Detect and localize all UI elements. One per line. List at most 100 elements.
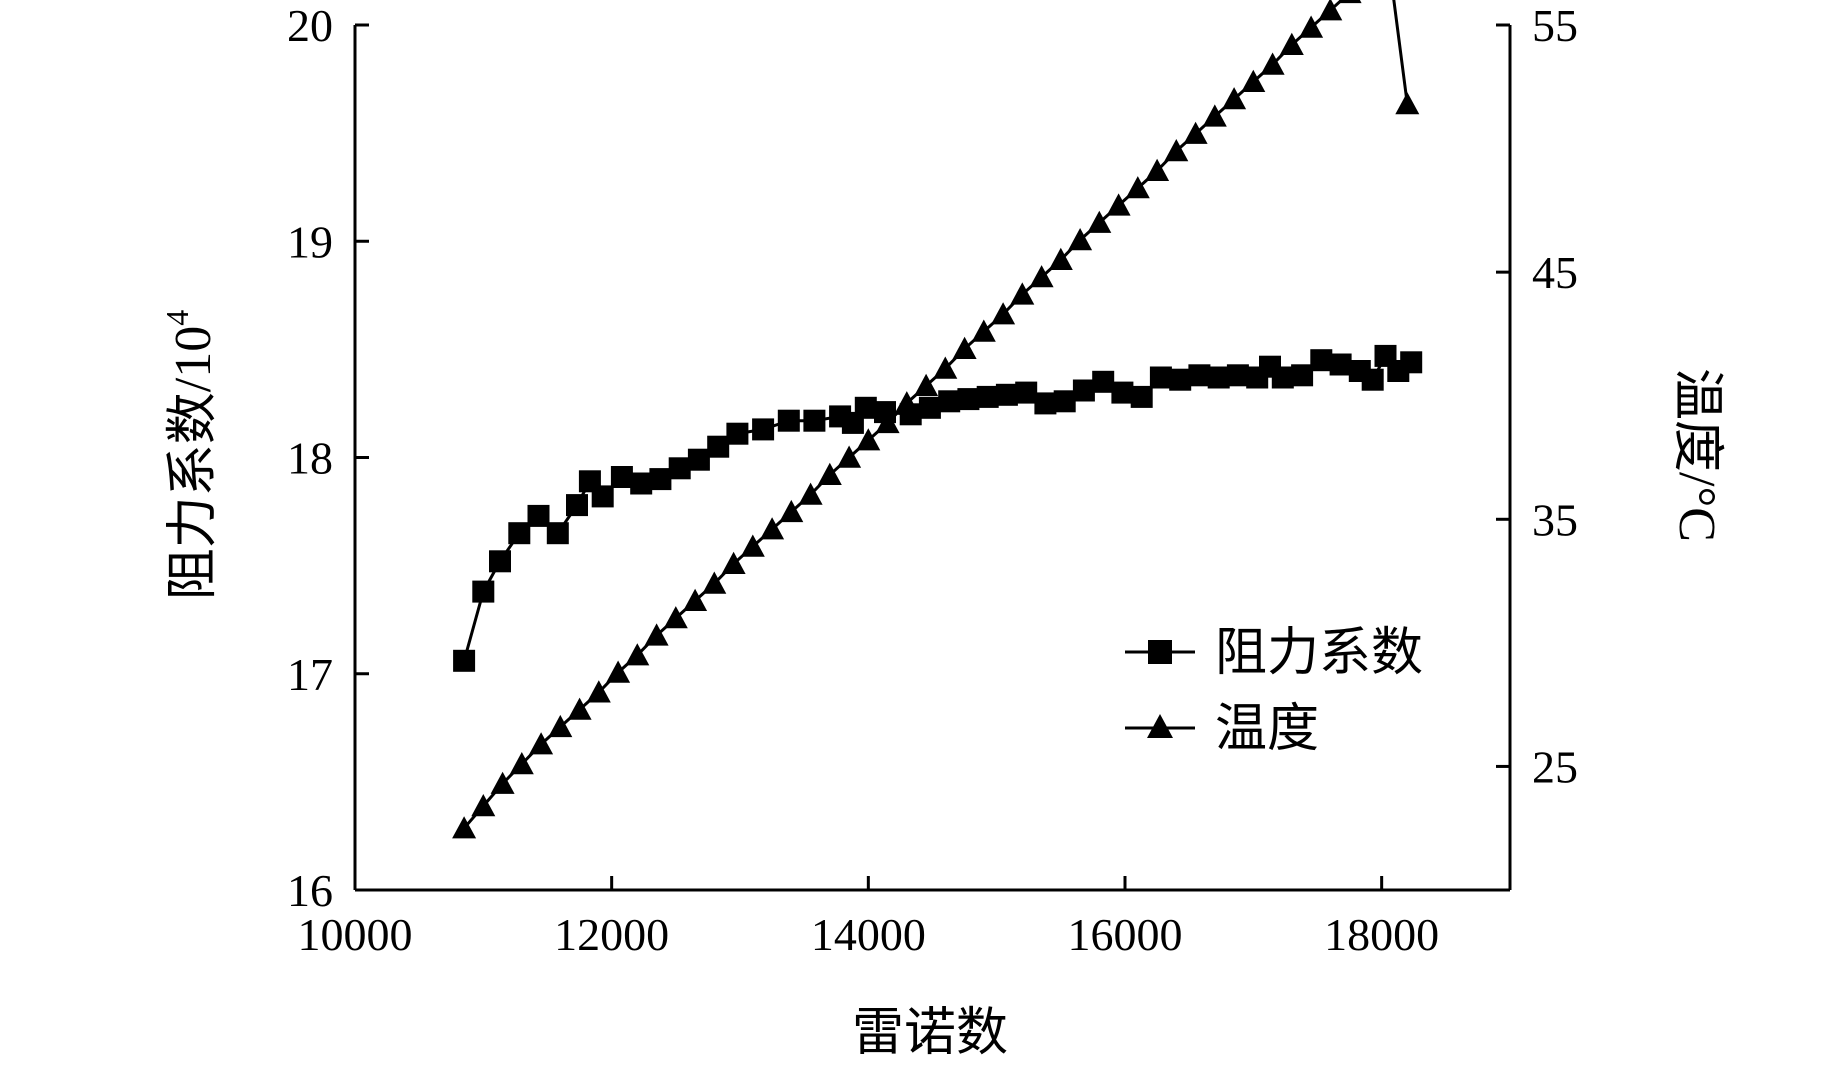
y-right-axis-title: 温度/°C — [1668, 368, 1725, 542]
series-1-point-29 — [1010, 282, 1035, 305]
series-1-point-16 — [760, 517, 785, 540]
y-left-axis-title-sup: 4 — [159, 310, 195, 326]
series-0-point-51 — [1400, 351, 1423, 374]
y-left-tick-label-17: 17 — [287, 649, 333, 700]
series-0-point-27 — [976, 385, 999, 408]
series-0-point-29 — [1015, 381, 1038, 404]
legend-marker-triangle — [1147, 714, 1173, 738]
x-tick-label-12000: 12000 — [554, 909, 669, 960]
series-1-point-10 — [644, 623, 669, 646]
series-1-point-34 — [1106, 193, 1131, 216]
series-1-point-33 — [1087, 210, 1112, 233]
y-left-tick-label-18: 18 — [287, 433, 333, 484]
series-1-point-25 — [933, 356, 958, 379]
series-1-point-32 — [1068, 228, 1093, 251]
series-1-point-13 — [702, 571, 727, 594]
x-tick-label-18000: 18000 — [1324, 909, 1439, 960]
series-0-point-0 — [453, 649, 476, 672]
series-0-point-38 — [1188, 364, 1211, 387]
series-0-point-39 — [1207, 366, 1230, 389]
series-0-point-24 — [918, 396, 941, 419]
series-1-point-0 — [452, 816, 477, 839]
series-markers — [452, 0, 1423, 839]
series-0-point-12 — [668, 457, 691, 480]
y-right-tick-label-25: 25 — [1532, 741, 1578, 792]
series-1-point-37 — [1164, 139, 1189, 162]
series-1-point-24 — [914, 373, 939, 396]
series-0-point-2 — [489, 550, 511, 573]
series-0-point-14 — [707, 435, 730, 458]
series-1-point-5 — [548, 714, 573, 738]
legend: 阻力系数 温度 — [1125, 625, 1423, 758]
series-1-point-28 — [991, 302, 1016, 325]
x-axis-title: 雷诺数 — [852, 1005, 1008, 1062]
x-tick-label-16000: 16000 — [1068, 909, 1183, 960]
series-1-point-1 — [471, 794, 496, 817]
legend-marker-square — [1148, 640, 1172, 664]
y-right-tick-label-55: 55 — [1532, 0, 1578, 51]
series-1-point-2 — [490, 771, 515, 794]
series-0-point-33 — [1092, 370, 1115, 393]
series-1-point-9 — [625, 643, 650, 666]
series-0-point-5 — [546, 522, 569, 545]
series-1-point-26 — [952, 336, 977, 359]
series-1-point-19 — [817, 462, 842, 485]
series-0-point-35 — [1130, 385, 1153, 408]
legend-label-temperature: 温度 — [1215, 701, 1319, 758]
series-0-point-11 — [649, 468, 672, 491]
series-1-point-46 — [1337, 0, 1362, 4]
series-0-point-45 — [1310, 349, 1333, 372]
series-1-point-43 — [1279, 32, 1304, 55]
series-1-point-42 — [1260, 52, 1285, 75]
series-0-point-46 — [1329, 353, 1352, 376]
series-1-point-27 — [971, 319, 996, 342]
series-1-point-3 — [509, 752, 534, 775]
series-0-point-10 — [630, 472, 653, 495]
series-0-point-31 — [1053, 390, 1076, 413]
y-left-tick-label-16: 16 — [287, 865, 333, 916]
y-left-tick-label-19: 19 — [287, 216, 333, 267]
series-1-point-17 — [779, 499, 804, 523]
axes — [353, 25, 1512, 892]
series-1-point-6 — [567, 697, 592, 720]
series-1-point-39 — [1202, 104, 1227, 127]
x-tick-label-10000: 10000 — [298, 909, 413, 960]
series-1-point-35 — [1125, 176, 1150, 199]
y-right-tick-label-45: 45 — [1532, 247, 1578, 298]
series-1-point-41 — [1241, 69, 1266, 92]
series-0-point-21 — [854, 396, 877, 419]
series-0-point-26 — [957, 388, 980, 411]
series-0-point-8 — [591, 485, 614, 508]
series-0-point-34 — [1111, 381, 1134, 404]
series-0-point-25 — [938, 390, 961, 413]
series-1-point-30 — [1029, 265, 1054, 288]
series-1-point-14 — [721, 551, 746, 574]
legend-item-drag: 阻力系数 — [1125, 625, 1423, 682]
series-0-point-3 — [508, 522, 531, 545]
series-1-point-21 — [856, 428, 881, 451]
series-1-point-11 — [663, 606, 688, 629]
series-0-point-48 — [1361, 368, 1384, 391]
series-0-point-18 — [803, 409, 826, 432]
series-1-point-4 — [529, 732, 554, 755]
series-0-point-4 — [527, 504, 550, 527]
series-1-point-45 — [1318, 0, 1343, 21]
series-0-point-32 — [1072, 379, 1095, 402]
series-0-point-13 — [687, 448, 710, 471]
series-1-point-36 — [1145, 158, 1170, 181]
series-0-point-16 — [752, 418, 775, 441]
series-1-point-40 — [1222, 87, 1247, 110]
series-0-point-30 — [1034, 392, 1057, 415]
series-1-point-20 — [837, 445, 862, 468]
series-1-point-44 — [1299, 15, 1324, 38]
y-left-tick-label-20: 20 — [287, 0, 333, 51]
series-0-point-37 — [1169, 368, 1192, 391]
legend-label-drag: 阻力系数 — [1215, 625, 1423, 682]
series-1-point-7 — [586, 680, 611, 703]
series-0-point-6 — [566, 494, 588, 517]
series-0-point-28 — [995, 383, 1018, 406]
series-0-point-1 — [472, 580, 495, 603]
series-1-point-8 — [606, 660, 631, 683]
series-0-point-9 — [610, 466, 633, 488]
